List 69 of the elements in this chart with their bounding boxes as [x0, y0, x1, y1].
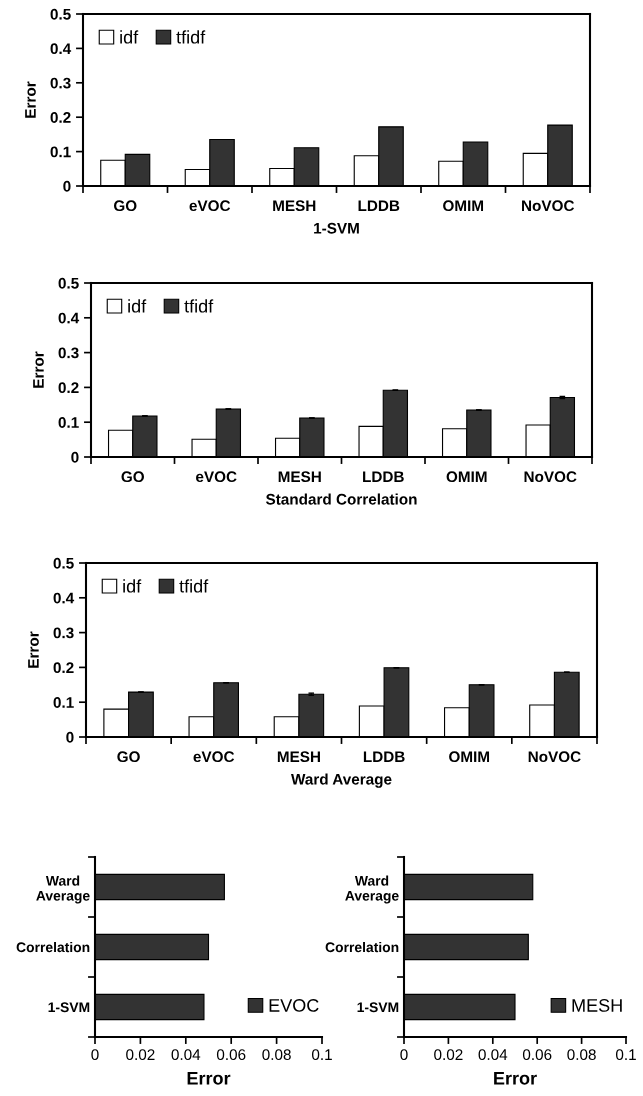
x-tick-label: MESH — [278, 471, 321, 483]
y-tick-label: 0.1 — [53, 697, 74, 708]
x-axis-title: Standard Correlation — [265, 493, 417, 505]
legend-label: idf — [120, 30, 139, 44]
x-tick-label: GO — [113, 200, 137, 212]
x-axis-title: 1-SVM — [314, 222, 359, 234]
x-tick-label: 0.08 — [262, 1049, 291, 1061]
x-tick-label: 0.1 — [311, 1049, 332, 1061]
x-tick-label: 0.04 — [478, 1049, 508, 1061]
y-axis-title: Error — [33, 351, 44, 388]
y-tick-label: 0.4 — [53, 592, 75, 604]
y-tick-label: 0.5 — [50, 8, 71, 20]
y-tick-label: 0.1 — [58, 417, 79, 428]
y-tick-label: 0.2 — [58, 382, 79, 394]
y-axis-title: Error — [25, 81, 36, 118]
x-axis-title: Error — [494, 1072, 537, 1085]
legend-label: tfidf — [176, 30, 206, 44]
x-tick-label: NoVOC — [522, 200, 575, 212]
x-tick-label: 0.04 — [171, 1049, 201, 1061]
x-tick-label: OMIM — [443, 200, 484, 212]
legend-label: idf — [128, 299, 147, 313]
x-tick-label: LDDB — [363, 471, 404, 482]
x-tick-label: 0.1 — [615, 1049, 636, 1061]
y-tick-label: Ward Average — [36, 875, 90, 904]
x-tick-label: MESH — [273, 200, 316, 212]
y-tick-label: Ward Average — [345, 875, 399, 904]
legend-label: EVOC — [269, 999, 319, 1012]
y-tick-label: Correlation — [16, 941, 90, 953]
y-tick-label: 0.4 — [50, 43, 72, 55]
y-tick-label: 0.2 — [53, 662, 74, 674]
x-tick-label: GO — [121, 471, 144, 483]
y-tick-label: 0.1 — [50, 146, 71, 158]
x-tick-label: LDDB — [363, 751, 405, 762]
x-tick-label: MESH — [277, 751, 320, 763]
legend-label: idf — [123, 579, 142, 593]
x-tick-label: OMIM — [449, 751, 490, 763]
x-tick-label: LDDB — [358, 200, 400, 211]
x-tick-label: eVOC — [193, 751, 235, 763]
x-tick-label: 0.06 — [522, 1049, 552, 1061]
y-tick-label: 1-SVM — [357, 1002, 399, 1013]
legend-label: tfidf — [179, 579, 209, 593]
x-tick-label: 0.02 — [434, 1049, 463, 1061]
x-tick-label: GO — [117, 751, 140, 763]
legend-label: tfidf — [184, 299, 214, 313]
x-tick-label: 0.06 — [216, 1049, 246, 1061]
y-tick-label: 0.3 — [58, 347, 79, 359]
x-tick-label: OMIM — [446, 471, 487, 483]
x-tick-label: 0 — [400, 1049, 408, 1061]
y-tick-label: 0.4 — [58, 312, 80, 324]
x-tick-label: eVOC — [196, 471, 237, 483]
x-tick-label: 0 — [91, 1049, 99, 1061]
y-tick-label: 0.5 — [53, 557, 74, 569]
y-tick-label: 1-SVM — [48, 1002, 90, 1013]
y-tick-label: 0 — [63, 180, 71, 192]
x-tick-label: NoVOC — [524, 471, 577, 483]
y-tick-label: 0.2 — [50, 112, 71, 123]
legend-label: MESH — [572, 999, 622, 1012]
x-tick-label: 0.02 — [126, 1049, 155, 1061]
y-tick-label: 0.5 — [58, 277, 79, 289]
x-tick-label: NoVOC — [528, 751, 581, 763]
y-tick-label: 0 — [66, 731, 74, 743]
y-axis-title: Error — [28, 631, 39, 668]
x-tick-label: 0.08 — [567, 1049, 596, 1061]
y-tick-label: 0.3 — [50, 77, 71, 89]
y-tick-label: Correlation — [325, 941, 399, 953]
x-tick-label: eVOC — [189, 200, 231, 212]
y-tick-label: 0.3 — [53, 627, 74, 639]
x-axis-title: Error — [187, 1072, 231, 1085]
y-tick-label: 0 — [71, 451, 79, 463]
